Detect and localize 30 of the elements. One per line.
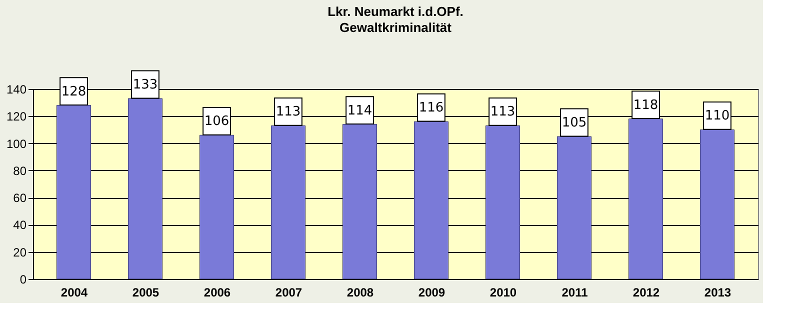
y-tick-label: 140 bbox=[6, 82, 27, 96]
data-label: 128 bbox=[61, 84, 86, 100]
y-tick-label: 80 bbox=[13, 164, 27, 178]
y-tick-label: 100 bbox=[6, 136, 27, 151]
x-tick-label: 2013 bbox=[704, 286, 732, 300]
x-tick-label: 2010 bbox=[490, 286, 517, 300]
x-tick-label: 2009 bbox=[418, 286, 446, 300]
y-tick-label: 120 bbox=[6, 110, 27, 124]
x-tick-label: 2006 bbox=[204, 286, 231, 300]
data-label: 133 bbox=[132, 78, 158, 92]
chart-subtitle: Gewaltkriminalität bbox=[340, 20, 452, 35]
data-label: 110 bbox=[704, 108, 730, 124]
x-tick-label: 2007 bbox=[275, 286, 302, 300]
y-tick-label: 20 bbox=[13, 245, 27, 260]
x-tick-label: 2012 bbox=[632, 286, 660, 300]
chart-title: Lkr. Neumarkt i.d.OPf. bbox=[328, 4, 464, 19]
data-label: 114 bbox=[347, 103, 372, 118]
data-label: 113 bbox=[276, 104, 301, 120]
x-tick-label: 2008 bbox=[346, 286, 374, 300]
y-tick-label: 40 bbox=[13, 218, 27, 232]
y-tick-label: 60 bbox=[13, 191, 27, 206]
data-label: 116 bbox=[418, 100, 444, 116]
x-tick-label: 2011 bbox=[562, 286, 588, 300]
y-tick-label: 0 bbox=[20, 272, 27, 286]
data-label: 118 bbox=[633, 98, 658, 113]
x-tick-label: 2005 bbox=[132, 286, 160, 300]
data-label: 113 bbox=[490, 104, 516, 120]
data-label: 106 bbox=[204, 114, 230, 130]
x-tick-label: 2004 bbox=[60, 286, 88, 300]
data-label: 105 bbox=[562, 116, 587, 130]
